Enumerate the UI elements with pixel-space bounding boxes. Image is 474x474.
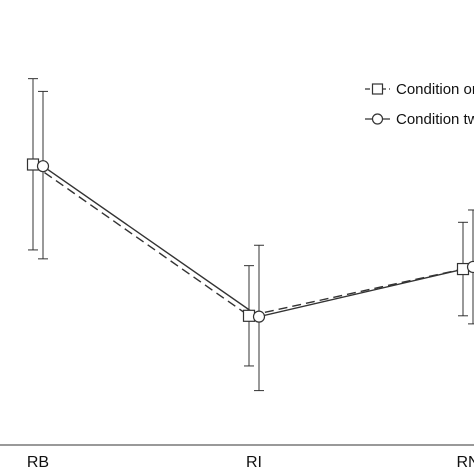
x-tick-label-rb: RB — [27, 454, 49, 471]
legend-label-2: Condition tw — [396, 111, 474, 128]
legend-label-1: Condition on — [396, 81, 474, 98]
x-tick-label-rn: RN — [456, 454, 474, 471]
series-line-2 — [42, 165, 474, 318]
marker-1-rb — [26, 158, 40, 171]
marker-2-rb — [36, 160, 50, 173]
legend: Condition on Condition tw — [365, 81, 474, 128]
marker-2-ri — [252, 310, 266, 323]
legend-marker-1 — [371, 83, 384, 95]
x-tick-label-ri: RI — [246, 454, 262, 471]
marker-2-rn — [466, 260, 474, 274]
marker-group — [26, 158, 474, 323]
series-line-1 — [32, 163, 464, 317]
x-tick-group: RB RI RN — [27, 454, 474, 471]
legend-marker-2 — [371, 113, 384, 125]
marker-1-ri — [242, 309, 256, 322]
series-line-group — [32, 163, 474, 318]
marker-1-rn — [456, 262, 470, 276]
